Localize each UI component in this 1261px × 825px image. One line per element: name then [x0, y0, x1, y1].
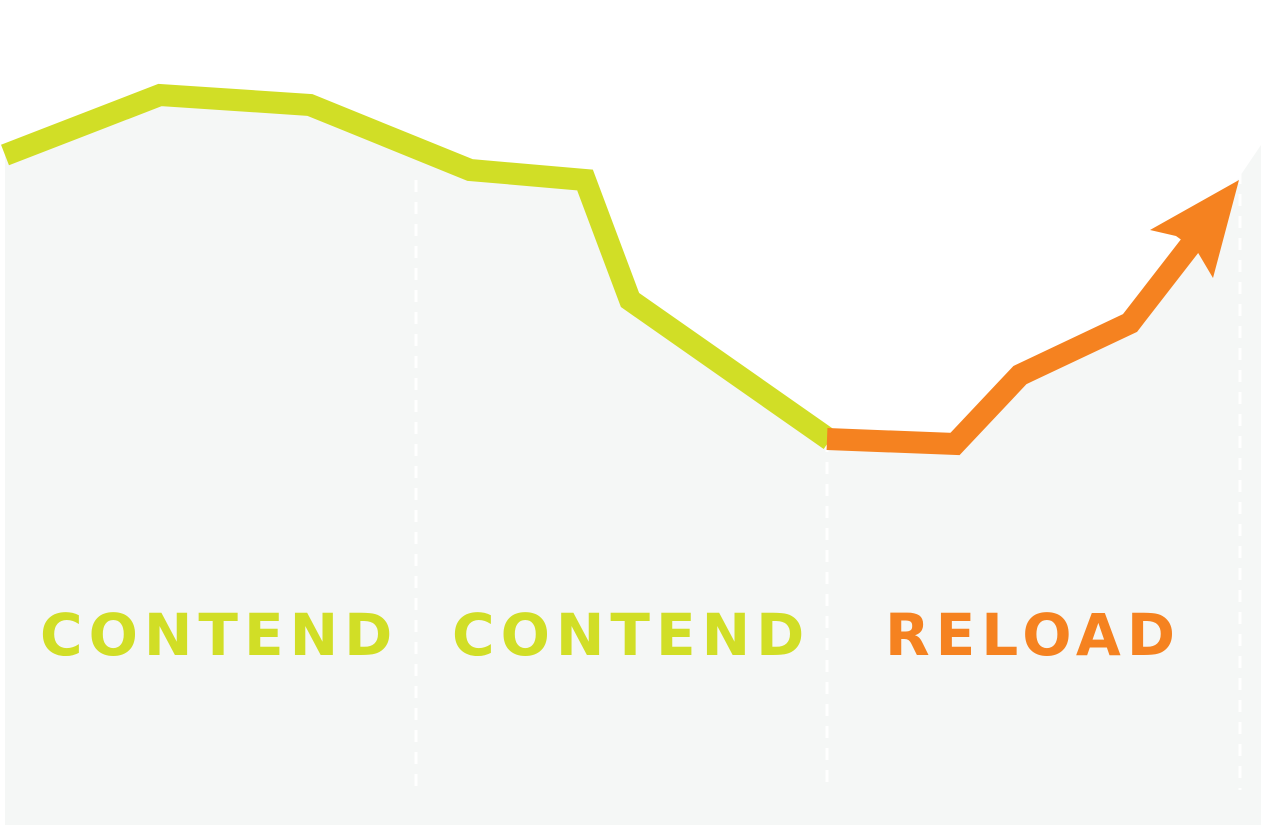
trend-line-segment	[826, 236, 1201, 456]
arrow-head-icon	[1150, 180, 1239, 278]
phase-label-contend-1: CONTEND	[40, 601, 399, 669]
phase-label-contend-2: CONTEND	[452, 601, 811, 669]
phase-label-reload: RELOAD	[885, 601, 1181, 669]
trend-line-segment	[1, 83, 837, 450]
shaded-area	[5, 95, 1261, 825]
